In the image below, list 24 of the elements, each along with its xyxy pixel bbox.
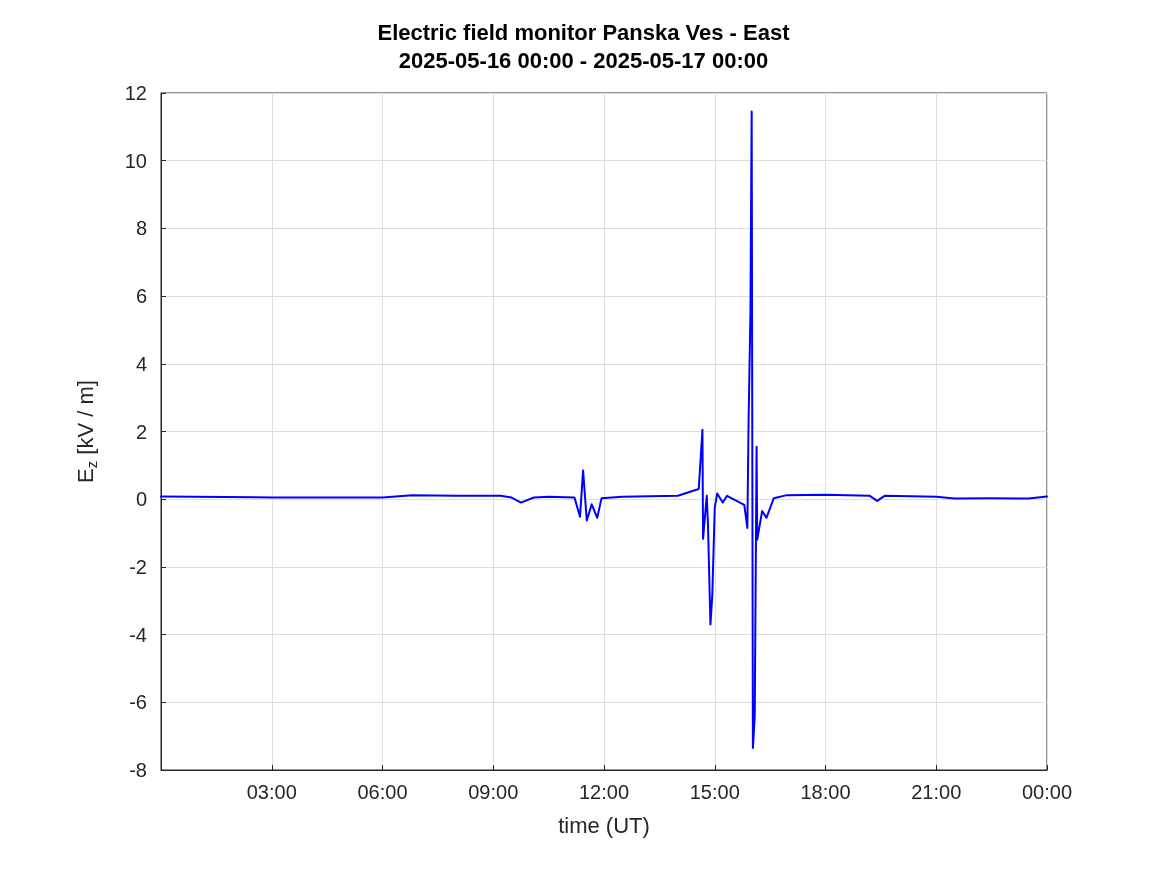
y-tick-label: 6 <box>135 285 147 308</box>
x-axis-title: time (UT) <box>558 812 650 838</box>
y-tick-label: -6 <box>129 691 147 714</box>
x-tick-label: 09:00 <box>468 781 519 803</box>
chart-title: Electric field monitor Panska Ves - East <box>377 19 791 45</box>
y-tick-label: -4 <box>129 623 147 646</box>
y-tick-label: 4 <box>135 352 147 375</box>
y-tick-label: 2 <box>135 420 147 443</box>
x-tick-label: 15:00 <box>689 781 740 803</box>
x-tick-label: 06:00 <box>357 781 408 803</box>
y-axis-title: Ez [kV / m] <box>73 380 100 483</box>
x-tick-label: 18:00 <box>800 781 851 803</box>
x-tick-label: 12:00 <box>578 781 630 803</box>
y-tick-label: 12 <box>124 82 147 104</box>
x-tick-label: 00:00 <box>1021 781 1073 803</box>
y-tick-label: -2 <box>129 555 147 578</box>
x-tick-label: 21:00 <box>911 781 962 803</box>
y-tick-label: -8 <box>129 759 147 781</box>
y-tick-label: 0 <box>135 488 147 511</box>
x-tick-label: 03:00 <box>246 781 297 803</box>
y-tick-label: 8 <box>135 217 147 240</box>
y-tick-label: 10 <box>124 149 147 172</box>
line-series <box>160 110 1048 749</box>
chart-subtitle: 2025-05-16 00:00 - 2025-05-17 00:00 <box>398 47 769 73</box>
